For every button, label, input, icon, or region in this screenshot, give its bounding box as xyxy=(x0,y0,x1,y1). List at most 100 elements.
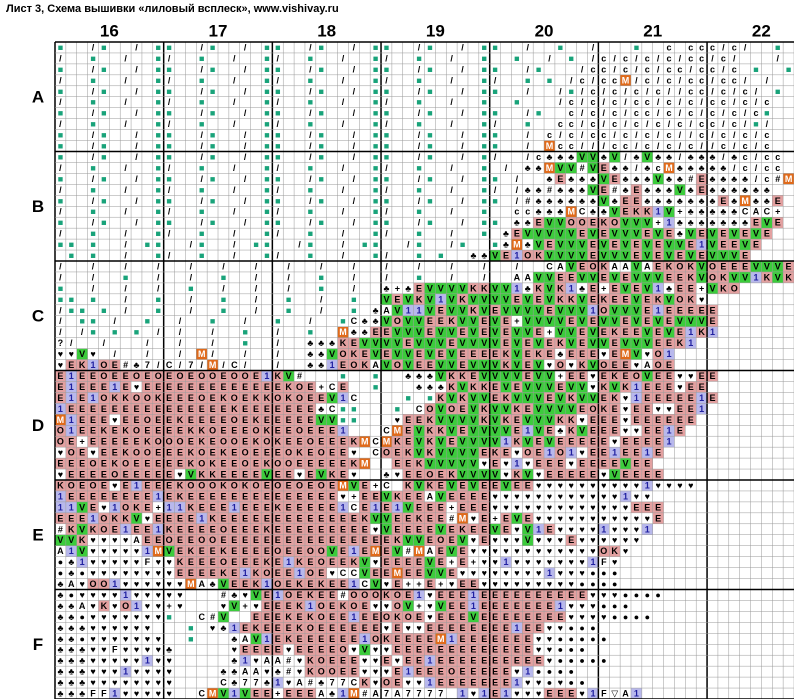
cell-symbol: / xyxy=(342,185,345,195)
cell-symbol: / xyxy=(646,86,649,96)
cell-symbol: ● xyxy=(558,656,563,666)
cell-symbol: K xyxy=(427,437,434,447)
cell-symbol: ♣ xyxy=(644,185,650,195)
cell-symbol: V xyxy=(775,261,781,271)
cell-symbol: O xyxy=(383,612,390,622)
cell-bg xyxy=(620,348,631,360)
cell-symbol: ♣ xyxy=(666,185,672,195)
cell-bg xyxy=(565,381,577,393)
cell-symbol: E xyxy=(155,480,161,490)
cell-symbol: E xyxy=(123,480,129,490)
cell-symbol: O xyxy=(100,360,107,370)
cell-symbol: V xyxy=(416,338,422,348)
cell-symbol: / xyxy=(755,141,758,151)
cell-bg xyxy=(326,512,338,524)
cell-symbol: ■ xyxy=(58,283,63,293)
cell-symbol: V xyxy=(709,229,715,239)
cell-symbol: E xyxy=(340,382,346,392)
cell-symbol: / xyxy=(59,185,62,195)
cell-symbol: ♥ xyxy=(514,502,519,512)
cell-symbol: M xyxy=(741,196,749,206)
cell-symbol: E xyxy=(275,645,281,655)
cell-symbol: E xyxy=(340,579,346,589)
cell-symbol: ■ xyxy=(90,97,95,107)
column-number: 22 xyxy=(752,22,771,41)
cell-symbol: ● xyxy=(579,678,584,688)
cell-bg xyxy=(489,469,501,480)
cell-bg xyxy=(326,480,338,491)
cell-symbol: ● xyxy=(579,623,584,633)
cell-symbol: O xyxy=(68,448,75,458)
cell-bg xyxy=(467,293,479,305)
cell-symbol: C xyxy=(329,404,336,414)
cell-bg xyxy=(478,304,490,316)
cell-symbol: ■ xyxy=(166,196,171,206)
cell-bg xyxy=(435,403,447,415)
cell-symbol: + xyxy=(677,207,682,217)
cell-symbol: A xyxy=(644,261,651,271)
cell-bg xyxy=(630,337,642,349)
cell-bg xyxy=(641,271,653,283)
cell-symbol: ♥ xyxy=(90,656,95,666)
cell-bg xyxy=(326,414,338,426)
cell-symbol: 1 xyxy=(286,557,291,567)
cell-bg xyxy=(98,458,110,470)
cell-bg xyxy=(87,436,99,448)
cell-symbol: / xyxy=(711,75,714,85)
cell-bg xyxy=(87,414,99,426)
cell-symbol: / xyxy=(124,305,127,315)
cell-symbol: ♣ xyxy=(666,283,672,293)
cell-symbol: ♥ xyxy=(123,557,128,567)
cell-symbol: O xyxy=(318,667,325,677)
cell-bg xyxy=(294,458,305,470)
cell-symbol: E xyxy=(79,404,85,414)
cell-bg xyxy=(228,469,240,480)
cell-bg xyxy=(120,469,132,480)
cell-symbol: / xyxy=(581,130,584,140)
cell-symbol: 1 xyxy=(688,338,693,348)
cell-symbol: M xyxy=(209,360,217,370)
cell-symbol: ♣ xyxy=(405,371,411,381)
cell-symbol: E xyxy=(155,415,161,425)
cell-symbol: ■ xyxy=(427,141,432,151)
cell-symbol: c xyxy=(732,64,737,74)
cell-bg xyxy=(457,370,468,382)
cell-bg xyxy=(620,326,631,338)
cell-symbol: E xyxy=(220,382,226,392)
cell-symbol: E xyxy=(677,272,683,282)
cell-bg xyxy=(337,392,349,404)
cell-symbol: O xyxy=(231,371,238,381)
cell-symbol: A xyxy=(514,272,521,282)
cell-symbol: E xyxy=(220,535,226,545)
cell-bg xyxy=(185,414,197,426)
cell-symbol: ● xyxy=(58,557,63,567)
cell-symbol: / xyxy=(353,218,356,228)
cell-symbol: O xyxy=(220,524,227,534)
cell-symbol: O xyxy=(655,349,662,359)
column-number: 18 xyxy=(317,22,336,41)
cell-symbol: ♥ xyxy=(90,601,95,611)
cell-symbol: c xyxy=(764,152,769,162)
cell-symbol: K xyxy=(622,382,629,392)
cell-symbol: ♥ xyxy=(558,623,563,633)
cell-bg xyxy=(663,239,675,251)
cell-symbol: ♥ xyxy=(482,557,487,567)
cell-symbol: E xyxy=(601,393,607,403)
cell-symbol: 1 xyxy=(340,502,345,512)
cell-bg xyxy=(707,271,718,283)
cell-bg xyxy=(413,425,425,437)
cell-symbol: ♥ xyxy=(514,557,519,567)
cell-symbol: K xyxy=(177,557,184,567)
cell-symbol: E xyxy=(742,261,748,271)
cell-symbol: 1 xyxy=(645,448,650,458)
cell-symbol: / xyxy=(59,53,62,63)
cell-symbol: ■ xyxy=(210,130,215,140)
cell-symbol: E xyxy=(177,448,183,458)
cell-symbol: ♥ xyxy=(623,524,628,534)
cell-bg xyxy=(272,512,284,524)
cell-symbol: ♣ xyxy=(351,327,357,337)
cell-symbol: ♣ xyxy=(557,152,563,162)
cell-symbol: ♥ xyxy=(569,612,574,622)
cell-symbol: ♣ xyxy=(710,196,716,206)
cell-symbol: ♣ xyxy=(688,196,694,206)
